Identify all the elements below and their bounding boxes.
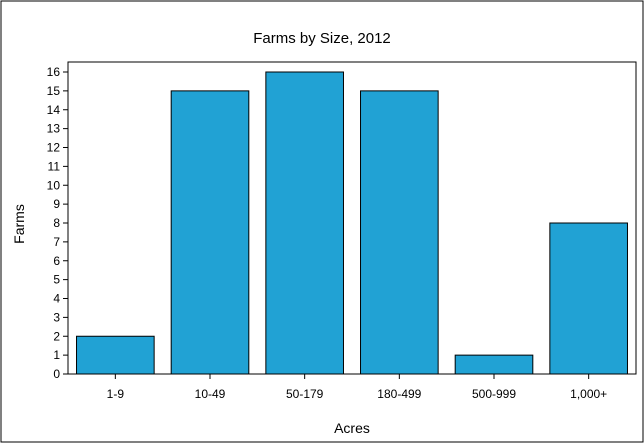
x-axis: 1-9 10-49 50-179 180-499 500-999 1,000+ <box>107 374 607 401</box>
y-tick-label: 13 <box>47 122 61 136</box>
y-tick-label: 4 <box>53 292 60 306</box>
y-tick-label: 0 <box>53 367 60 381</box>
bar-5 <box>454 354 534 375</box>
y-tick-label: 10 <box>47 178 61 192</box>
bar-2 <box>170 90 250 375</box>
x-tick-label: 1,000+ <box>570 387 607 401</box>
y-tick-label: 5 <box>53 273 60 287</box>
x-tick-label: 1-9 <box>107 387 125 401</box>
x-tick-label: 10-49 <box>195 387 226 401</box>
y-tick-label: 1 <box>53 348 60 362</box>
y-tick-label: 3 <box>53 310 60 324</box>
bar-6 <box>549 222 628 375</box>
bar-3 <box>265 71 344 375</box>
x-tick-label: 500-999 <box>472 387 516 401</box>
y-tick-label: 7 <box>53 235 60 249</box>
y-tick-label: 9 <box>53 197 60 211</box>
y-tick-label: 11 <box>48 159 61 173</box>
bar-4 <box>360 90 439 375</box>
bar-1 <box>76 335 155 375</box>
y-tick-label: 8 <box>53 216 60 230</box>
y-axis-label: Farms <box>11 204 27 244</box>
x-tick-label: 50-179 <box>286 387 324 401</box>
y-tick-label: 14 <box>47 103 61 117</box>
y-tick-label: 2 <box>53 329 60 343</box>
x-axis-label: Acres <box>334 420 370 436</box>
y-tick-label: 15 <box>47 84 61 98</box>
x-tick-label: 180-499 <box>377 387 421 401</box>
y-tick-label: 16 <box>47 65 61 79</box>
chart-title: Farms by Size, 2012 <box>253 30 391 47</box>
y-tick-label: 12 <box>47 141 61 155</box>
bars-group <box>76 71 628 375</box>
y-tick-label: 6 <box>53 254 60 268</box>
plot-area-border <box>67 61 637 375</box>
